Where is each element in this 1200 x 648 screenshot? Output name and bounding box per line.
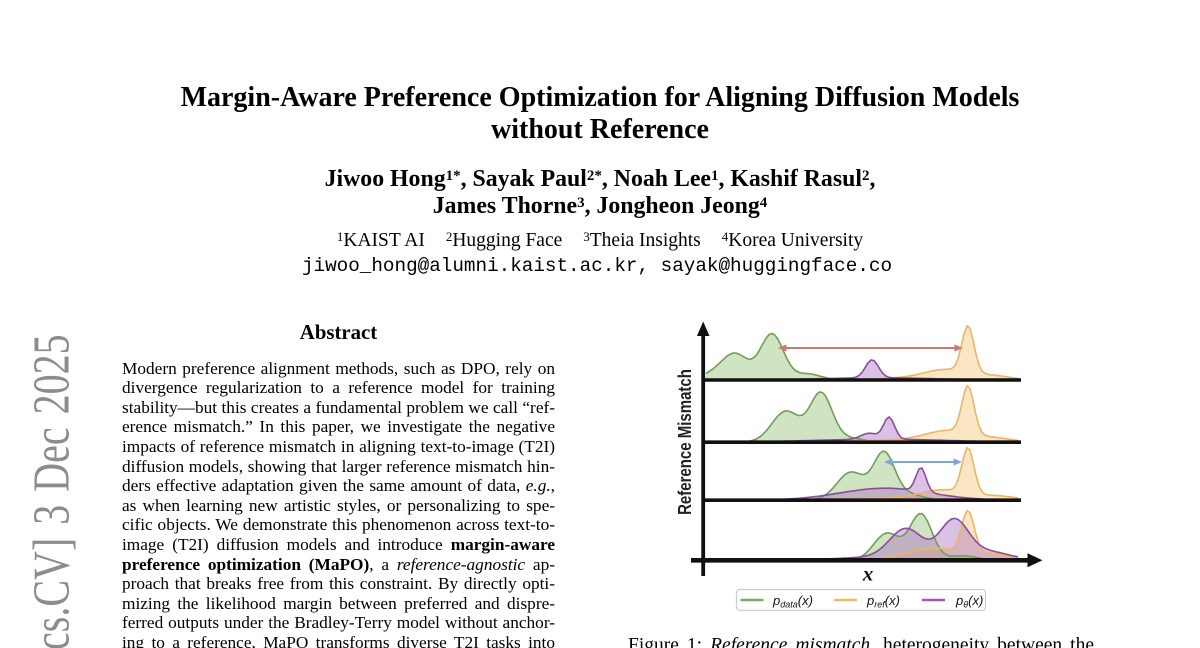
svg-text:Reference Mismatch: Reference Mismatch — [674, 369, 695, 515]
svg-text:pθ(x): pθ(x) — [955, 593, 983, 610]
svg-text:x: x — [862, 562, 874, 586]
